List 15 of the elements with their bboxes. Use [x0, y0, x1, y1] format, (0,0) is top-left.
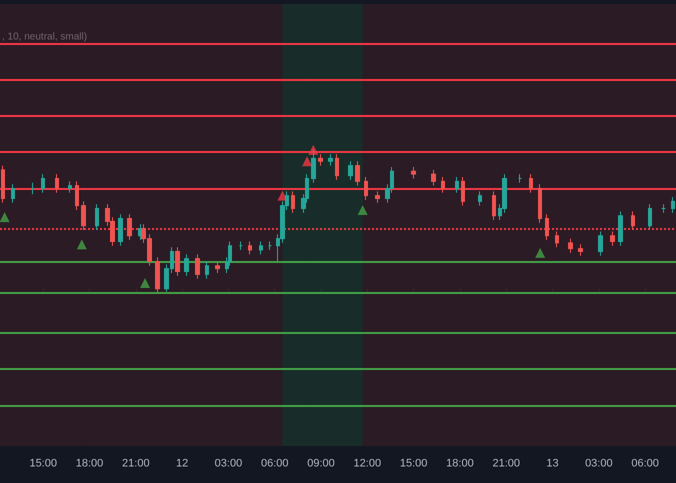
x-tick-label: 21:00	[122, 458, 150, 470]
x-tick-label: 09:00	[307, 458, 335, 470]
x-tick-label: 18:00	[446, 458, 474, 470]
x-tick-label: 03:00	[214, 458, 242, 470]
x-tick-label: 12:00	[354, 458, 382, 470]
x-tick-label: 15:00	[400, 458, 428, 470]
x-tick-label: 13	[546, 458, 559, 470]
x-tick-label: 06:00	[260, 458, 288, 470]
x-tick-label: 15:00	[29, 458, 57, 470]
text: , 10, neutral, small)	[2, 32, 88, 42]
x-tick-label: 03:00	[585, 458, 613, 470]
x-tick-label: 18:00	[76, 458, 104, 470]
x-tick-label: 12	[176, 458, 188, 470]
x-tick-label: 06:00	[631, 458, 659, 470]
x-tick-label: 21:00	[492, 458, 520, 470]
